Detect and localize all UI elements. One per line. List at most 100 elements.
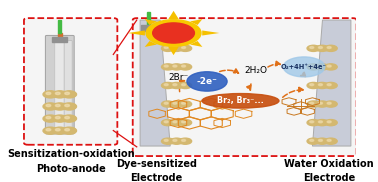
Polygon shape — [202, 30, 219, 35]
Circle shape — [173, 47, 177, 48]
Circle shape — [324, 101, 337, 107]
Circle shape — [318, 102, 322, 104]
Text: -2e⁻: -2e⁻ — [197, 77, 217, 86]
Bar — [147, 30, 150, 31]
Polygon shape — [313, 20, 351, 146]
Circle shape — [327, 121, 331, 123]
Circle shape — [62, 103, 76, 110]
Circle shape — [46, 92, 51, 94]
Circle shape — [173, 139, 177, 141]
Circle shape — [307, 82, 320, 89]
Polygon shape — [140, 20, 170, 146]
Bar — [58, 20, 62, 33]
Polygon shape — [128, 30, 145, 35]
Polygon shape — [145, 41, 157, 47]
Circle shape — [318, 121, 322, 123]
Circle shape — [164, 84, 168, 86]
Circle shape — [318, 84, 322, 86]
Circle shape — [62, 115, 76, 122]
Polygon shape — [168, 11, 179, 19]
Circle shape — [307, 120, 320, 126]
Circle shape — [318, 139, 322, 141]
Circle shape — [164, 47, 168, 48]
Circle shape — [170, 120, 183, 126]
Circle shape — [324, 138, 337, 144]
Circle shape — [161, 82, 174, 89]
Circle shape — [43, 127, 58, 134]
Circle shape — [46, 116, 51, 119]
Circle shape — [173, 121, 177, 123]
Circle shape — [181, 139, 186, 141]
Text: Electrode: Electrode — [130, 173, 182, 182]
Circle shape — [307, 138, 320, 144]
Circle shape — [164, 121, 168, 123]
Circle shape — [65, 129, 70, 131]
Circle shape — [173, 102, 177, 104]
Circle shape — [310, 84, 314, 86]
Circle shape — [324, 120, 337, 126]
Circle shape — [43, 103, 58, 110]
Circle shape — [179, 101, 192, 107]
FancyBboxPatch shape — [133, 18, 356, 156]
Circle shape — [324, 82, 337, 89]
FancyBboxPatch shape — [64, 41, 72, 132]
Circle shape — [179, 82, 192, 89]
Circle shape — [161, 138, 174, 144]
Circle shape — [65, 92, 70, 94]
Circle shape — [327, 139, 331, 141]
Polygon shape — [145, 19, 157, 25]
Circle shape — [181, 121, 186, 123]
Circle shape — [307, 101, 320, 107]
Circle shape — [62, 91, 76, 98]
Circle shape — [43, 91, 58, 98]
Circle shape — [324, 45, 337, 51]
Circle shape — [316, 45, 328, 51]
Circle shape — [161, 101, 174, 107]
Circle shape — [316, 120, 328, 126]
Circle shape — [146, 20, 201, 46]
Circle shape — [327, 65, 331, 67]
Circle shape — [153, 23, 194, 43]
Circle shape — [316, 138, 328, 144]
Circle shape — [316, 101, 328, 107]
Circle shape — [327, 102, 331, 104]
Circle shape — [65, 104, 70, 107]
Circle shape — [179, 138, 192, 144]
Circle shape — [316, 82, 328, 89]
Bar — [58, 33, 62, 37]
Circle shape — [318, 65, 322, 67]
Text: 2Br⁻: 2Br⁻ — [169, 73, 189, 82]
Circle shape — [310, 102, 314, 104]
Circle shape — [56, 92, 60, 94]
FancyBboxPatch shape — [55, 37, 65, 132]
Text: O₂+4H⁺+4e⁻: O₂+4H⁺+4e⁻ — [281, 64, 327, 70]
Circle shape — [170, 82, 183, 89]
Text: 2H₂O: 2H₂O — [244, 66, 267, 76]
Polygon shape — [190, 41, 203, 47]
Circle shape — [46, 104, 51, 107]
Circle shape — [46, 129, 51, 131]
Polygon shape — [190, 19, 203, 25]
Circle shape — [43, 115, 58, 122]
FancyBboxPatch shape — [45, 35, 74, 134]
Circle shape — [181, 84, 186, 86]
Circle shape — [164, 65, 168, 67]
Circle shape — [310, 65, 314, 67]
Circle shape — [181, 65, 186, 67]
Circle shape — [56, 104, 60, 107]
Text: Electrode: Electrode — [303, 173, 355, 182]
Circle shape — [318, 47, 322, 48]
Circle shape — [53, 91, 67, 98]
Circle shape — [161, 45, 174, 51]
Circle shape — [170, 101, 183, 107]
Circle shape — [187, 72, 227, 91]
Circle shape — [170, 45, 183, 51]
Circle shape — [181, 47, 186, 48]
Circle shape — [161, 120, 174, 126]
Circle shape — [181, 102, 186, 104]
Circle shape — [53, 127, 67, 134]
Circle shape — [307, 64, 320, 70]
Circle shape — [56, 116, 60, 119]
Text: Photo-anode: Photo-anode — [36, 164, 105, 174]
Circle shape — [310, 139, 314, 141]
